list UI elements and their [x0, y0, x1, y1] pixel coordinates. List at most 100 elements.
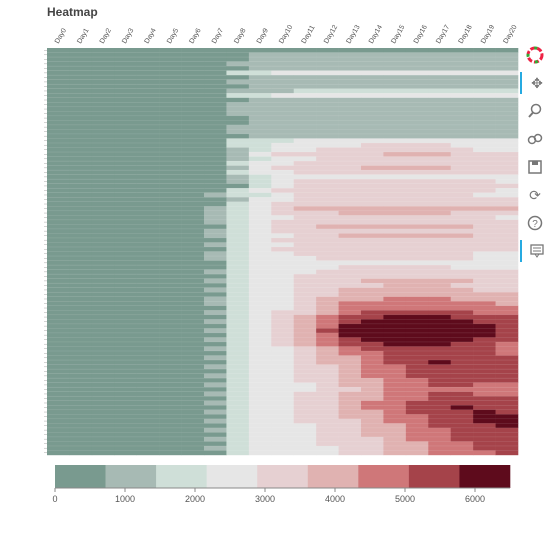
heatmap-cell [316, 346, 339, 352]
heatmap-cell [248, 138, 272, 144]
heatmap-cell [316, 423, 339, 429]
wheel-zoom-icon[interactable] [520, 128, 550, 150]
heatmap-cell [271, 48, 295, 53]
heatmap-cell [136, 246, 160, 252]
heatmap-cell [159, 93, 182, 98]
heatmap-cell [248, 66, 272, 71]
heatmap-cell [405, 201, 429, 207]
heatmap-cell [450, 183, 474, 189]
heatmap-cell [204, 170, 227, 175]
heatmap-cell [159, 192, 182, 198]
heatmap-cell [338, 350, 362, 356]
heatmap-cell [338, 274, 362, 279]
heatmap-cell [316, 156, 339, 162]
heatmap-cell [428, 233, 452, 239]
heatmap-cell [69, 152, 93, 157]
heatmap-cell [226, 102, 250, 107]
heatmap-cell [69, 396, 93, 401]
heatmap-cell [495, 256, 519, 261]
heatmap-cell [159, 156, 182, 162]
heatmap-cell [495, 427, 519, 433]
heatmap-cell [361, 152, 384, 157]
heatmap-cell [293, 436, 317, 442]
heatmap-cell [338, 423, 362, 429]
heatmap-cell [316, 360, 339, 365]
heatmap-cell [69, 237, 93, 243]
heatmap-cell [204, 52, 227, 58]
heatmap-cell [473, 405, 496, 410]
heatmap-cell [450, 436, 474, 442]
heatmap-cell [473, 355, 496, 361]
heatmap-cell [361, 48, 384, 53]
heatmap-cell [428, 301, 452, 306]
heatmap-cell [204, 79, 227, 85]
heatmap-cell [361, 409, 384, 415]
heatmap-cell [450, 142, 474, 148]
heatmap-cell [383, 314, 407, 320]
heatmap-cell [226, 414, 250, 420]
bokeh-logo-icon[interactable] [520, 44, 550, 66]
heatmap-cell [248, 228, 272, 234]
heatmap-cell [136, 197, 160, 202]
heatmap-cell [316, 378, 339, 383]
heatmap-cell [473, 414, 496, 420]
heatmap-cell [383, 360, 407, 365]
heatmap-cell [69, 400, 93, 406]
heatmap-cell [91, 70, 115, 76]
heatmap-cell [338, 48, 362, 53]
heatmap-cell [495, 138, 519, 144]
heatmap-cell [383, 346, 407, 352]
heatmap-cell [47, 219, 70, 225]
heatmap-cell [428, 179, 452, 184]
heatmap-cell [473, 260, 496, 266]
heatmap-cell [383, 319, 407, 325]
heatmap-cell [69, 391, 93, 397]
heatmap-cell [428, 147, 452, 153]
heatmap-cell [159, 287, 182, 293]
heatmap-cell [338, 251, 362, 257]
heatmap-cell [450, 210, 474, 216]
heatmap-cell [405, 251, 429, 257]
heatmap-cell [293, 441, 317, 447]
heatmap-cell [495, 201, 519, 207]
heatmap-cell [181, 174, 205, 180]
heatmap-cell [91, 400, 115, 406]
heatmap-cell [338, 237, 362, 243]
heatmap-cell [181, 269, 205, 275]
save-icon[interactable] [520, 156, 550, 178]
heatmap-cell [293, 287, 317, 293]
reset-icon[interactable]: ⟳ [529, 186, 541, 203]
heatmap-cell [181, 57, 205, 62]
heatmap-cell [293, 192, 317, 198]
heatmap-cell [47, 179, 70, 184]
heatmap-cell [383, 66, 407, 71]
heatmap-cell [450, 102, 474, 107]
heatmap-cell [473, 93, 496, 98]
heatmap-cell [361, 441, 384, 447]
heatmap-cell [428, 79, 452, 85]
heatmap-cell [159, 373, 182, 379]
heatmap-cell [473, 409, 496, 415]
heatmap-cell [159, 133, 182, 139]
box-zoom-icon[interactable] [520, 100, 550, 122]
heatmap-cell [316, 219, 339, 225]
heatmap-cell [338, 156, 362, 162]
heatmap-cell [226, 355, 250, 361]
heatmap-cell [248, 115, 272, 121]
heatmap-cell [114, 436, 138, 442]
heatmap-cell [495, 66, 519, 71]
help-icon[interactable]: ? [520, 212, 550, 234]
heatmap-cell [69, 409, 93, 415]
heatmap-cell [473, 102, 496, 107]
heatmap-cell [69, 48, 93, 53]
heatmap-cell [495, 378, 519, 383]
heatmap-cell [226, 278, 250, 284]
heatmap-cell [495, 314, 519, 320]
pan-icon[interactable]: ✥ [520, 72, 550, 94]
heatmap-cell [181, 391, 205, 397]
hover-icon[interactable] [520, 240, 550, 262]
heatmap-cell [159, 265, 182, 270]
heatmap-cell [338, 396, 362, 401]
heatmap-cell [204, 206, 227, 211]
heatmap-cell [405, 414, 429, 420]
